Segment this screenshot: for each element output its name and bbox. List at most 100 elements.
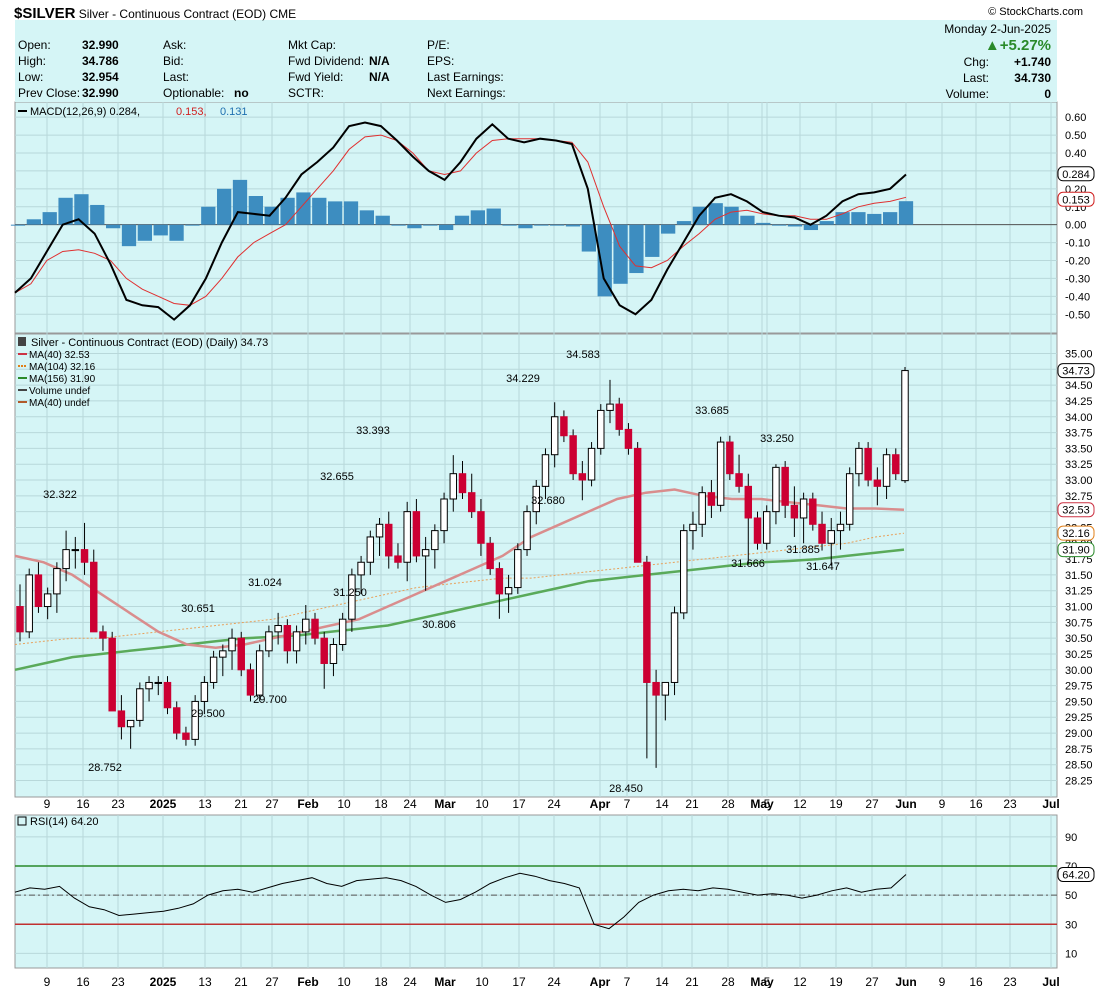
candle-down	[818, 523, 826, 544]
price-y-tick: 33.00	[1065, 475, 1093, 487]
candle-up	[606, 403, 614, 411]
last-price-tag-box	[1057, 363, 1095, 379]
source-credit: © StockCharts.com	[988, 6, 1083, 18]
price-y-tick: 31.50	[1065, 570, 1093, 582]
field-label: Ask:	[163, 38, 187, 52]
signal-value-tag-box	[1057, 191, 1095, 207]
candle-up	[154, 681, 163, 684]
price-annotation: 31.885	[786, 544, 820, 556]
candle-down	[643, 561, 651, 683]
x-tick-label: May	[750, 797, 774, 811]
macd-histogram-bar	[26, 219, 41, 225]
macd-histogram-bar	[597, 224, 612, 297]
candle-up	[431, 530, 439, 551]
price-y-tick: 33.25	[1065, 459, 1093, 471]
macd-histogram-bar	[328, 201, 343, 225]
candle-down	[394, 555, 402, 563]
ma104-tag-box	[1057, 525, 1095, 541]
candle-up	[504, 587, 513, 595]
price-y-tick: 33.75	[1065, 428, 1093, 440]
candle-up	[514, 549, 522, 589]
price-legend-item: MA(156) 31.90	[29, 374, 96, 385]
candle-up	[532, 485, 540, 513]
candle-up	[421, 549, 430, 557]
macd-histogram-bar	[898, 201, 914, 225]
macd-histogram-bar	[42, 212, 57, 225]
x-tick-label: 24	[547, 975, 561, 988]
candle-down	[624, 428, 633, 449]
candle-down	[652, 681, 660, 696]
price-y-tick: 34.00	[1065, 412, 1093, 424]
price-y-tick: 30.00	[1065, 665, 1093, 677]
macd-histogram-bar	[787, 224, 803, 227]
x-tick-label: Feb	[297, 975, 318, 988]
macd-histogram-bar	[756, 222, 771, 225]
x-tick-label: Apr	[590, 797, 611, 811]
candle-down	[99, 631, 107, 639]
x-tick-label: 12	[793, 797, 807, 811]
candle-down	[486, 542, 494, 570]
field-value: no	[234, 86, 249, 100]
quote-date: Monday 2-Jun-2025	[944, 22, 1051, 36]
candle-up	[901, 370, 909, 482]
x-tick-label: 10	[475, 975, 489, 988]
signal-value-tag: 0.153	[1062, 194, 1090, 206]
rsi-y-tick: 90	[1065, 832, 1077, 844]
last-label: Last:	[962, 71, 989, 85]
price-y-tick: 29.25	[1065, 712, 1093, 724]
chg-value: +1.740	[1013, 55, 1051, 69]
price-annotation: 30.806	[422, 619, 456, 631]
field-value: N/A	[369, 54, 390, 68]
price-legend-item: MA(40) 32.53	[29, 350, 90, 361]
candle-down	[864, 447, 872, 481]
price-annotation: 34.229	[506, 373, 540, 385]
rsi-y-tick: 50	[1065, 890, 1077, 902]
price-annotation: 30.651	[181, 603, 215, 615]
candle-up	[698, 492, 706, 525]
macd-line	[14, 121, 907, 321]
candle-down	[495, 568, 504, 595]
x-tick-label: 13	[198, 797, 212, 811]
x-tick-label: 27	[265, 975, 279, 988]
x-tick-label: Jun	[895, 975, 916, 988]
macd-histogram-bar	[169, 224, 184, 241]
field-label: Open:	[18, 38, 51, 52]
header-panel	[15, 20, 1057, 102]
rsi-legend-icon	[17, 816, 27, 826]
macd-y-tick: -0.50	[1065, 309, 1090, 321]
x-tick-label: Jun	[895, 797, 916, 811]
candle-down	[80, 549, 89, 563]
x-tick-label: 18	[374, 797, 388, 811]
candle-up	[827, 530, 835, 544]
x-tick-label: Mar	[434, 975, 456, 988]
macd-histogram-bar	[439, 224, 454, 231]
field-label: Next Earnings:	[427, 86, 506, 100]
candle-up	[855, 447, 863, 475]
field-value: 32.954	[82, 70, 119, 84]
candle-up	[680, 530, 688, 614]
candle-up	[762, 511, 771, 544]
panel-2	[14, 814, 1058, 969]
panel-1	[14, 333, 1058, 798]
candle-up	[145, 681, 153, 690]
x-tick-label: 23	[1003, 797, 1017, 811]
macd-histogram-bar	[534, 224, 549, 226]
price-y-tick: 29.75	[1065, 681, 1093, 693]
candle-up	[348, 574, 356, 620]
macd-histogram-bar	[185, 224, 200, 226]
macd-y-tick: 0.00	[1065, 220, 1086, 232]
field-label: High:	[18, 54, 47, 68]
price-y-tick: 28.25	[1065, 776, 1093, 788]
x-tick-label: May	[750, 975, 774, 988]
candle-down	[873, 479, 882, 487]
macd-histogram-bar	[803, 224, 818, 231]
macd-histogram-bar	[391, 224, 406, 226]
field-value: N/A	[369, 70, 390, 84]
candle-down	[172, 707, 181, 734]
change-percent: ▲+5.27%	[985, 37, 1051, 54]
chg-label: Chg:	[963, 55, 989, 69]
macd-y-tick: -0.10	[1065, 238, 1090, 250]
price-annotation: 31.250	[333, 587, 367, 599]
x-tick-label: 19	[829, 797, 843, 811]
macd-histogram-bar	[486, 208, 501, 225]
